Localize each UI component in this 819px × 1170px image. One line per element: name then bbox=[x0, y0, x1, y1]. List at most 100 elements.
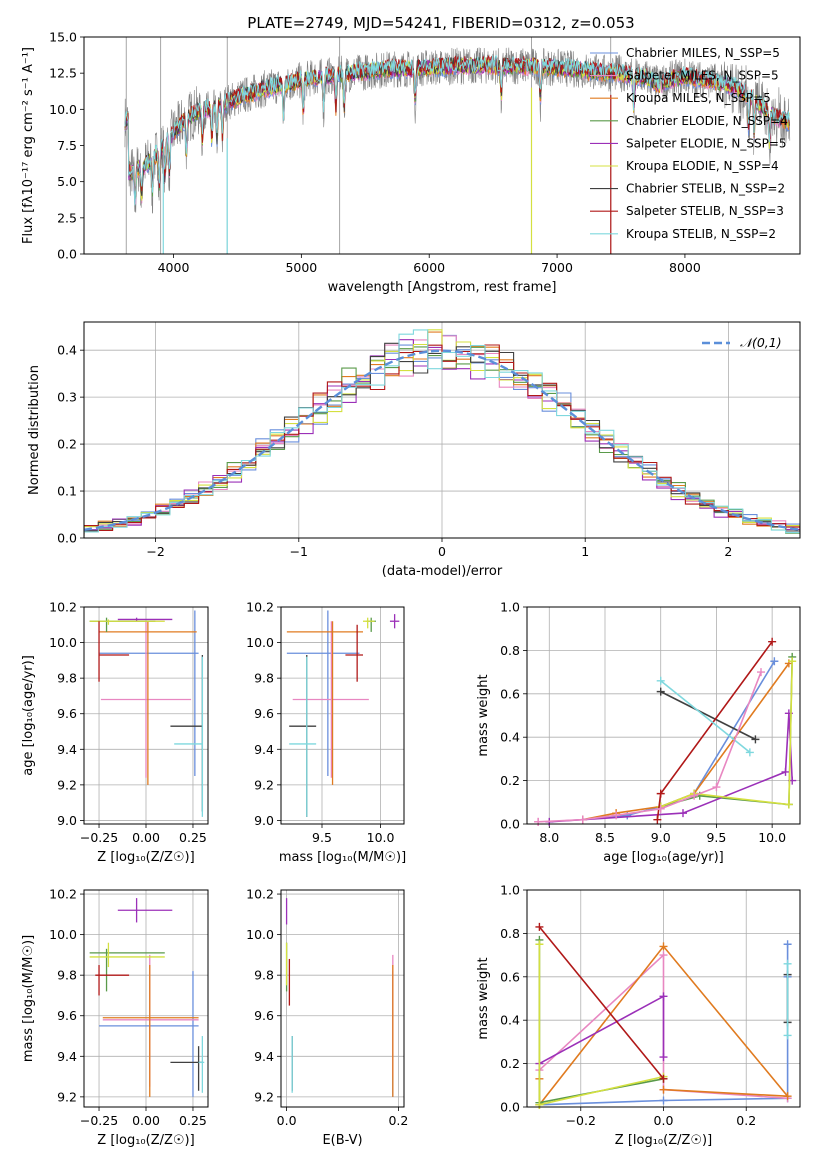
axes-frame bbox=[83, 36, 801, 255]
x-tick-label: 8000 bbox=[669, 260, 701, 275]
y-tick-label: 9.2 bbox=[254, 777, 274, 792]
y-tick-label: 0.4 bbox=[500, 730, 520, 745]
x-tick-label: 0.2 bbox=[388, 1113, 408, 1128]
x-tick-label: 0.25 bbox=[179, 830, 207, 845]
axes-frame bbox=[526, 606, 801, 825]
x-axis-label: age [log₁₀(age/yr)] bbox=[603, 850, 724, 865]
plots-layer: 4000 5000 6000 7000 80000.02.55.07.510.012.5… bbox=[21, 30, 801, 1148]
x-tick-label: 5000 bbox=[285, 260, 317, 275]
axes-frame bbox=[83, 321, 801, 539]
y-tick-label: 0.6 bbox=[500, 969, 520, 984]
legend-label: Salpeter STELIB, N_SSP=3 bbox=[626, 204, 784, 218]
weight-marker-salpeter-miles bbox=[659, 951, 668, 960]
y-tick-label: 1.0 bbox=[500, 883, 520, 898]
panel-age_vs_mass: 9.5 10.0 9.0 9.2 9.4 9.6 9.8 10.0 10.2 mass [log₁… bbox=[246, 600, 406, 866]
weight-marker-kroupa-elodie bbox=[784, 800, 793, 809]
legend-label: Salpeter ELODIE, N_SSP=5 bbox=[626, 136, 787, 150]
x-tick-label: 9.0 bbox=[651, 830, 671, 845]
y-tick-label: 9.2 bbox=[57, 1089, 77, 1104]
y-tick-label: 10.0 bbox=[246, 635, 274, 650]
x-tick-label: 0.00 bbox=[132, 1113, 160, 1128]
panel-mass_vs_z: −0.25 0.00 0.25 9.2 9.4 9.6 9.8 10.0 10.2 Z [log₁… bbox=[21, 887, 209, 1148]
panel-mass_vs_ebv: 0.0 0.2 9.2 9.4 9.6 9.8 10.0 10.2 E(B-V) bbox=[246, 887, 408, 1148]
y-axis-label: age [log₁₀(age/yr)] bbox=[21, 655, 36, 776]
y-tick-label: 9.2 bbox=[254, 1089, 274, 1104]
weight-marker-salpeter-elodie bbox=[781, 767, 790, 776]
weight-marker-kroupa-stelib bbox=[783, 1031, 792, 1040]
y-tick-label: 10.0 bbox=[49, 635, 77, 650]
weight-marker-kroupa-elodie bbox=[788, 657, 797, 666]
panel-weight_vs_age: 8.0 8.5 9.0 9.5 10.0 0.0 0.2 0.4 0.6 0.8 1.0 age [l… bbox=[476, 600, 801, 865]
x-tick-label: −0.25 bbox=[80, 1113, 118, 1128]
y-axis-label: Flux [fλ10⁻¹⁷ erg cm⁻² s⁻¹ A⁻¹] bbox=[21, 47, 36, 244]
x-tick-label: 8.0 bbox=[539, 830, 559, 845]
x-tick-label: 4000 bbox=[158, 260, 190, 275]
legend-label: Kroupa MILES, N_SSP=5 bbox=[626, 91, 771, 105]
y-tick-label: 0.2 bbox=[57, 437, 77, 452]
y-tick-label: 9.6 bbox=[254, 1008, 274, 1023]
y-tick-label: 0.3 bbox=[57, 390, 77, 405]
x-axis-label: E(B-V) bbox=[322, 1133, 362, 1148]
x-tick-label: 9.5 bbox=[706, 830, 726, 845]
weight-marker-salpeter-stelib bbox=[653, 815, 662, 824]
legend-label: Chabrier ELODIE, N_SSP=4 bbox=[626, 114, 788, 128]
weight-line-salpeter-elodie bbox=[539, 994, 665, 1065]
y-tick-label: 5.0 bbox=[57, 174, 77, 189]
x-tick-label: 7000 bbox=[541, 260, 573, 275]
normal-distribution-curve bbox=[83, 349, 801, 531]
y-tick-label: 10.2 bbox=[49, 887, 77, 902]
y-tick-label: 9.0 bbox=[57, 813, 77, 828]
x-tick-label: 10.0 bbox=[758, 830, 786, 845]
figure-title: PLATE=2749, MJD=54241, FIBERID=0312, z=0… bbox=[247, 14, 634, 32]
y-tick-label: 9.8 bbox=[254, 968, 274, 983]
weight-marker-kroupa-elodie bbox=[535, 940, 544, 949]
x-tick-label: 0.25 bbox=[179, 1113, 207, 1128]
x-tick-label: 6000 bbox=[413, 260, 445, 275]
y-tick-label: 0.0 bbox=[500, 817, 520, 832]
weight-marker-kroupa-miles bbox=[659, 1085, 668, 1094]
weight-marker-salpeter-miles bbox=[656, 804, 665, 813]
y-tick-label: 9.8 bbox=[57, 671, 77, 686]
x-tick-label: −0.25 bbox=[80, 830, 118, 845]
y-tick-label: 10.2 bbox=[49, 600, 77, 615]
y-tick-label: 0.2 bbox=[500, 773, 520, 788]
y-tick-label: 9.2 bbox=[57, 777, 77, 792]
y-tick-label: 12.5 bbox=[49, 66, 77, 81]
model-spectrum-kroupa-stelib bbox=[124, 54, 790, 206]
weight-marker-chabrier-miles bbox=[770, 657, 779, 666]
weight-marker-chabrier-miles bbox=[623, 811, 632, 820]
legend-label: Kroupa ELODIE, N_SSP=4 bbox=[626, 159, 779, 173]
y-axis-label: mass weight bbox=[476, 957, 491, 1039]
weight-marker-salpeter-miles bbox=[757, 668, 765, 677]
axes-frame bbox=[526, 889, 801, 1108]
y-axis-label: mass weight bbox=[476, 674, 491, 756]
x-tick-label: 0.0 bbox=[654, 1113, 674, 1128]
weight-marker-salpeter-elodie bbox=[659, 1053, 668, 1062]
weight-marker-kroupa-stelib bbox=[745, 748, 754, 757]
histogram-salpeter-stelib bbox=[84, 344, 800, 536]
axes-frame bbox=[83, 606, 209, 825]
x-tick-label: 10.0 bbox=[367, 830, 395, 845]
legend-label: Chabrier STELIB, N_SSP=2 bbox=[626, 182, 785, 196]
weight-line-chabrier-elodie bbox=[538, 939, 664, 1104]
weight-marker-kroupa-stelib bbox=[656, 676, 665, 685]
y-tick-label: 0.2 bbox=[500, 1056, 520, 1071]
y-tick-label: 0.0 bbox=[57, 247, 77, 262]
y-tick-label: 2.5 bbox=[57, 210, 77, 225]
x-axis-label: Z [log₁₀(Z/Z☉)] bbox=[97, 850, 194, 865]
y-tick-label: 10.0 bbox=[49, 927, 77, 942]
y-tick-label: 9.8 bbox=[254, 671, 274, 686]
histogram-kroupa-stelib bbox=[84, 329, 800, 534]
y-tick-label: 9.4 bbox=[57, 742, 77, 757]
weight-marker-chabrier-stelib bbox=[656, 687, 665, 696]
weight-marker-kroupa-miles bbox=[659, 942, 668, 951]
weight-marker-salpeter-stelib bbox=[768, 637, 777, 646]
y-tick-label: 0.8 bbox=[500, 926, 520, 941]
x-tick-label: 0 bbox=[438, 544, 446, 559]
panel-residuals: −2 −1 0 1 2 0.0 0.1 0.2 0.3 0.4 (data-model)/error… bbox=[27, 321, 801, 579]
y-tick-label: 9.6 bbox=[57, 706, 77, 721]
x-tick-label: 0.2 bbox=[736, 1113, 756, 1128]
y-tick-label: 0.4 bbox=[57, 343, 77, 358]
x-axis-label: (data-model)/error bbox=[382, 564, 503, 579]
